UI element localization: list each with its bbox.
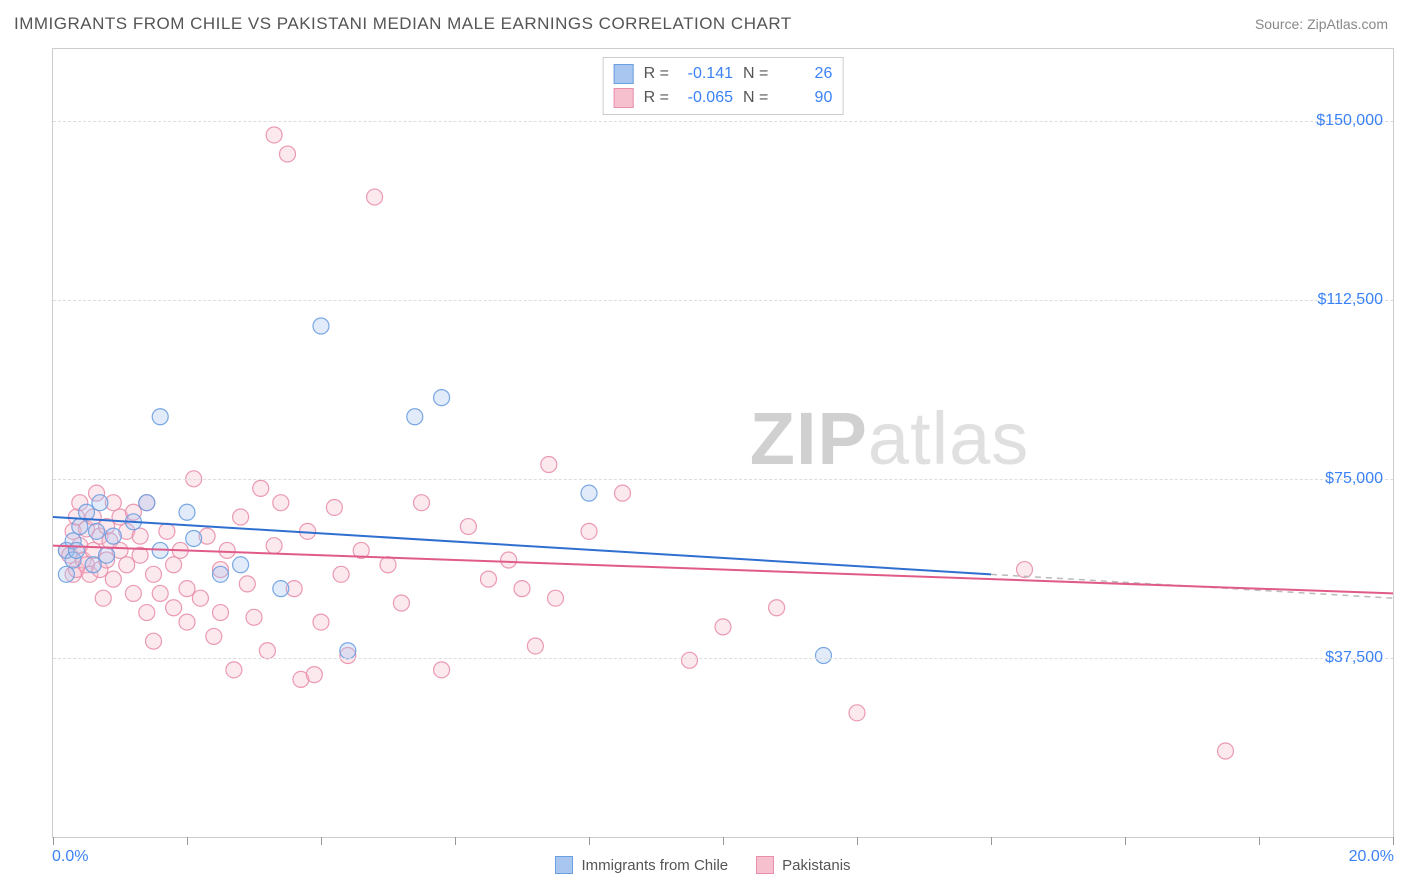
y-tick-label: $37,500 [1325, 649, 1383, 667]
x-tick [1393, 837, 1394, 845]
x-tick [723, 837, 724, 845]
plot-svg [53, 49, 1393, 837]
legend-item: Pakistanis [756, 856, 850, 874]
correlation-legend: R =-0.141N =26R =-0.065N =90 [603, 57, 844, 115]
legend-stat-row: R =-0.141N =26 [614, 62, 833, 86]
x-tick [455, 837, 456, 845]
chart-header: IMMIGRANTS FROM CHILE VS PAKISTANI MEDIA… [0, 0, 1406, 42]
gridline [53, 658, 1393, 659]
x-tick [187, 837, 188, 845]
legend-item: Immigrants from Chile [555, 856, 728, 874]
y-tick-label: $150,000 [1316, 112, 1383, 130]
legend-stat-row: R =-0.065N =90 [614, 86, 833, 110]
chart-title: IMMIGRANTS FROM CHILE VS PAKISTANI MEDIA… [14, 14, 792, 34]
x-tick [857, 837, 858, 845]
x-tick [53, 837, 54, 845]
y-tick-label: $75,000 [1325, 470, 1383, 488]
source-attribution: Source: ZipAtlas.com [1255, 16, 1388, 32]
x-tick [321, 837, 322, 845]
y-tick-label: $112,500 [1317, 291, 1383, 309]
x-tick [589, 837, 590, 845]
gridline [53, 300, 1393, 301]
series-legend: Immigrants from Chile Pakistanis [0, 856, 1406, 874]
gridline [53, 121, 1393, 122]
scatter-chart: ZIPatlas R =-0.141N =26R =-0.065N =90 $3… [52, 48, 1394, 838]
x-tick [1259, 837, 1260, 845]
x-tick [991, 837, 992, 845]
x-tick [1125, 837, 1126, 845]
gridline [53, 479, 1393, 480]
